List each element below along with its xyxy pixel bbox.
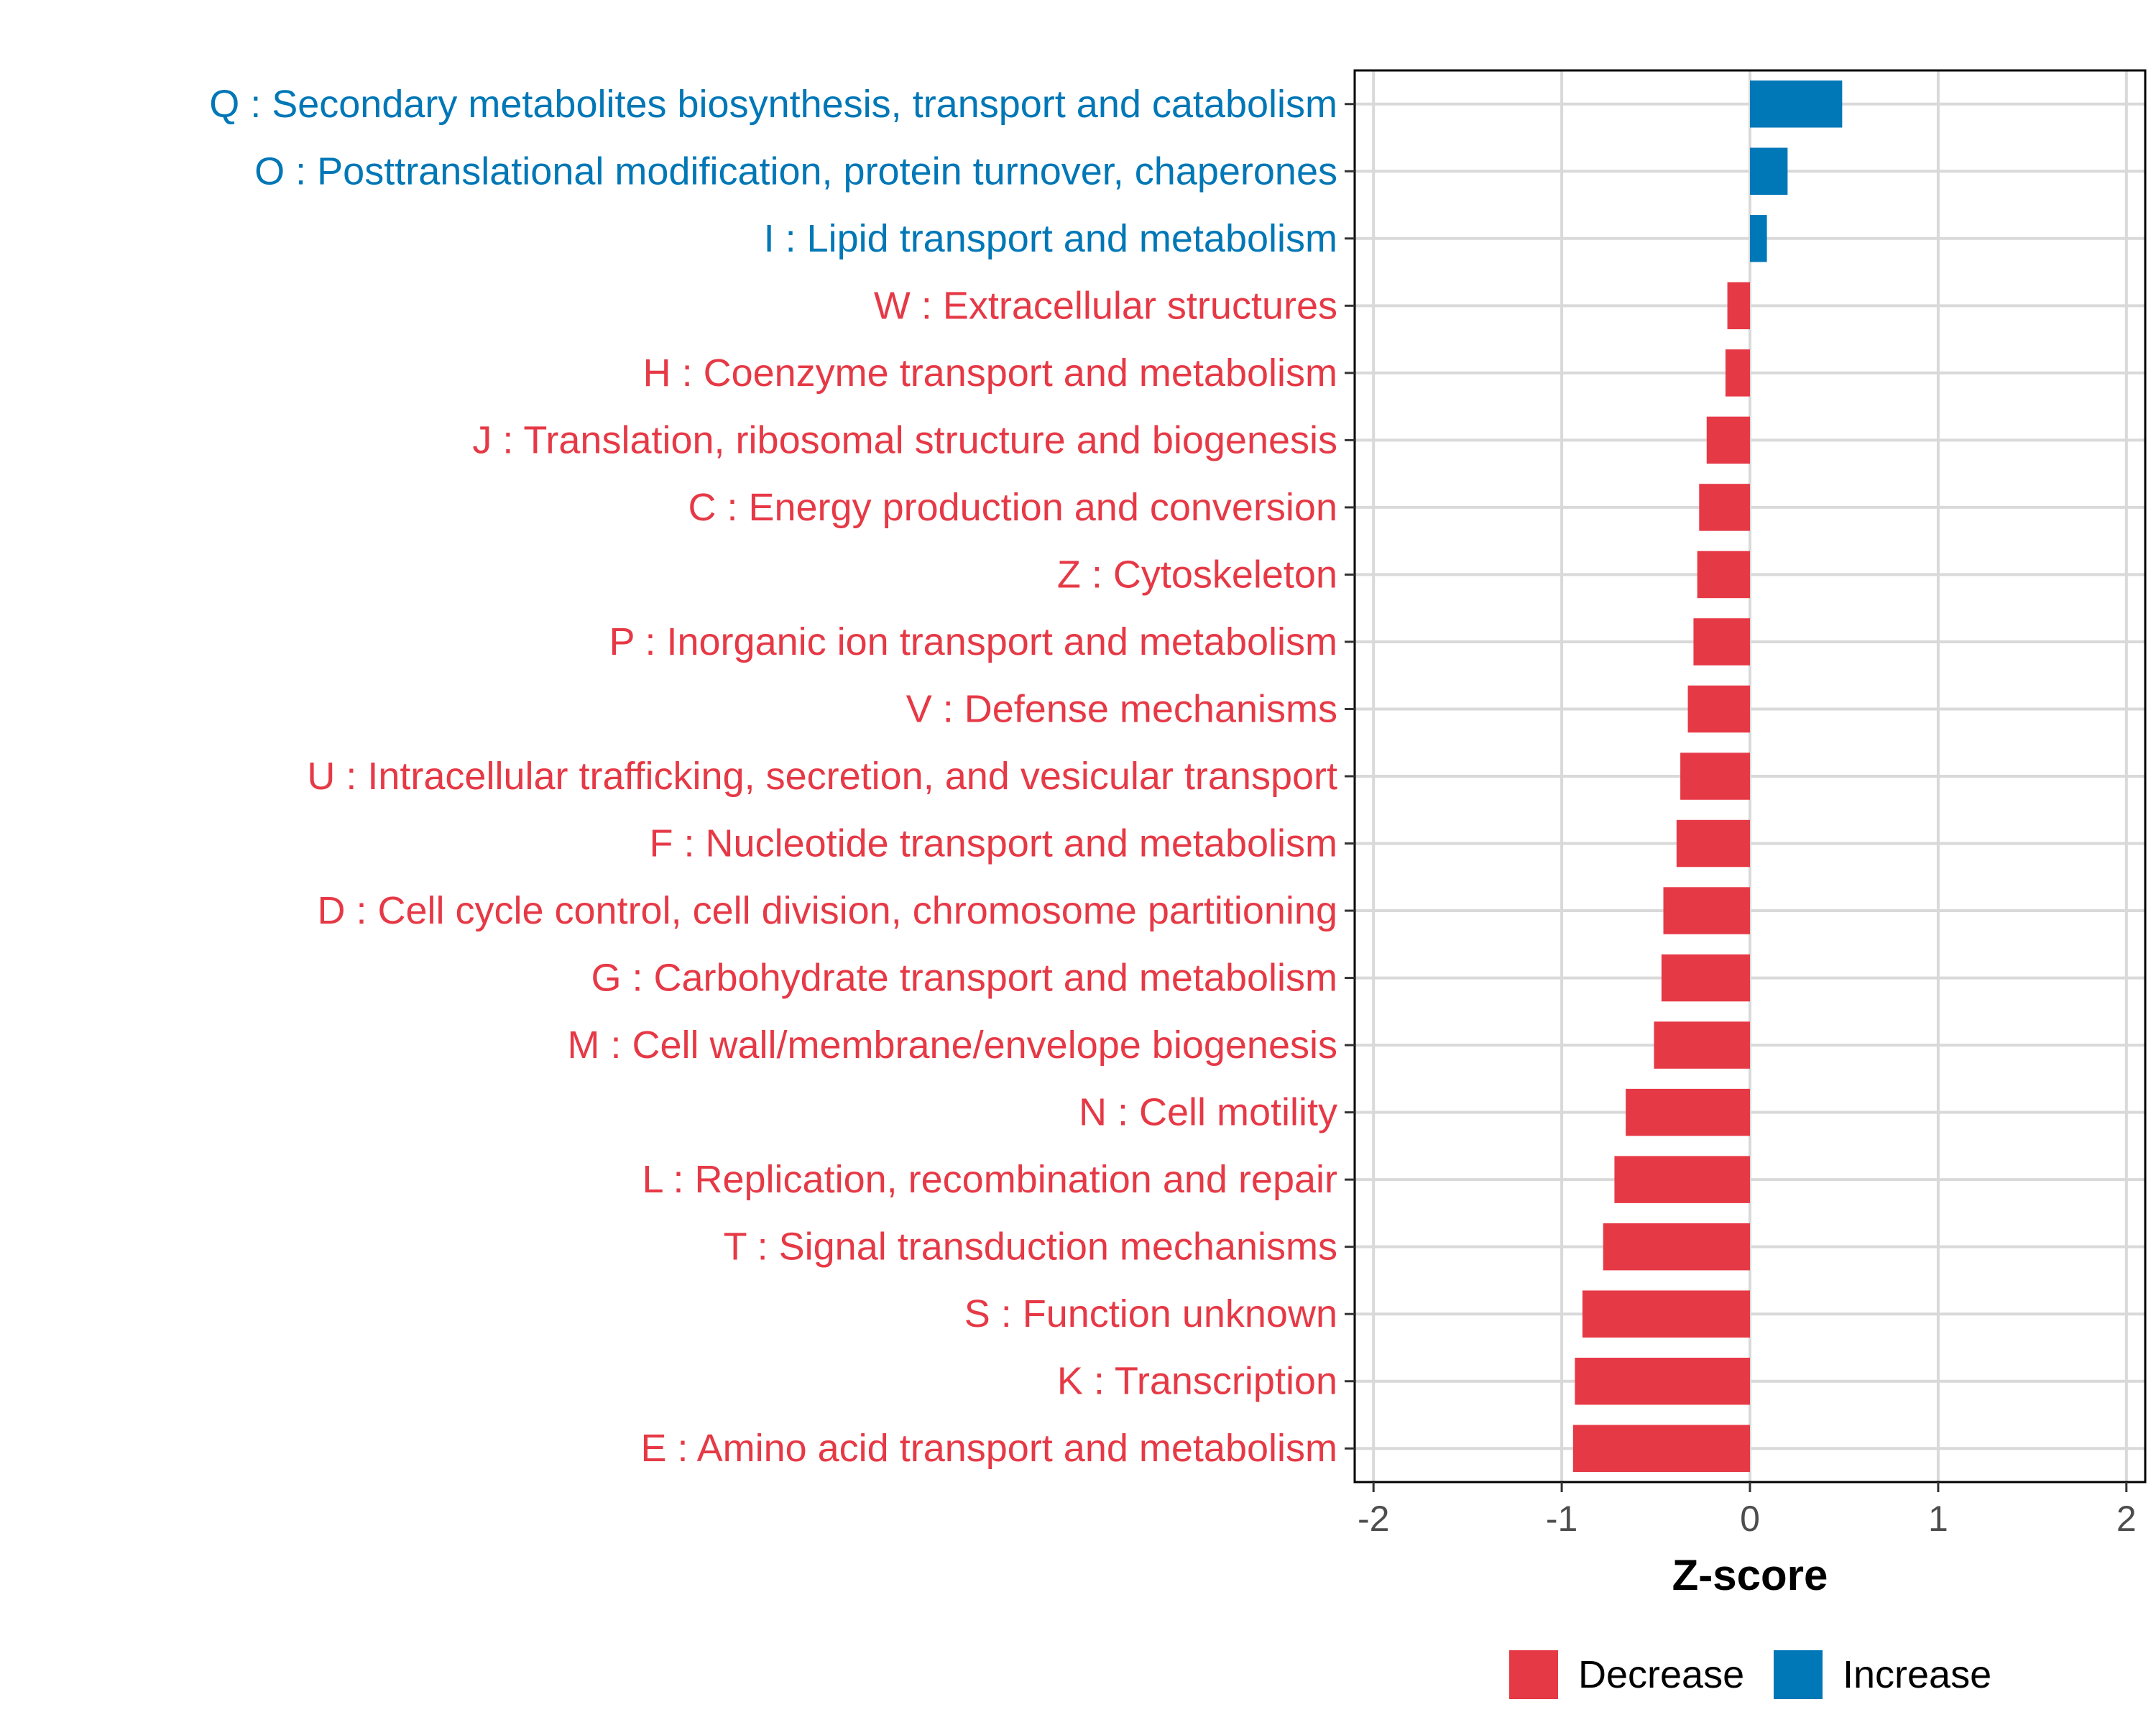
bar — [1706, 416, 1750, 464]
bar — [1699, 484, 1750, 531]
y-tick-label: L : Replication, recombination and repai… — [642, 1158, 1337, 1201]
y-tick-label: I : Lipid transport and metabolism — [764, 217, 1337, 260]
bar — [1750, 147, 1788, 196]
bar — [1661, 954, 1750, 1002]
y-tick-label: O : Posttranslational modification, prot… — [254, 150, 1337, 193]
bar — [1697, 551, 1750, 599]
legend: Decrease Increase — [1509, 1650, 1991, 1699]
x-tick-label: -2 — [1358, 1499, 1389, 1539]
bar — [1614, 1156, 1750, 1203]
bar — [1680, 753, 1750, 800]
y-tick-label: M : Cell wall/membrane/envelope biogenes… — [567, 1024, 1337, 1067]
bar — [1676, 819, 1750, 868]
bar — [1626, 1088, 1750, 1136]
bar — [1750, 215, 1767, 262]
legend-swatch — [1509, 1650, 1558, 1699]
x-tick-label: 2 — [2116, 1499, 2137, 1539]
legend-swatch — [1774, 1650, 1823, 1699]
y-tick-label: H : Coenzyme transport and metabolism — [643, 351, 1337, 395]
y-tick-label: K : Transcription — [1057, 1360, 1337, 1403]
legend-label: Decrease — [1578, 1653, 1744, 1696]
y-tick-label: V : Defense mechanisms — [906, 687, 1337, 730]
bar — [1582, 1290, 1750, 1338]
y-tick-label: U : Intracellular trafficking, secretion… — [307, 755, 1337, 798]
y-tick-label: N : Cell motility — [1079, 1091, 1337, 1134]
bar — [1725, 349, 1750, 397]
y-tick-label: G : Carbohydrate transport and metabolis… — [591, 957, 1338, 1000]
x-tick-label: 0 — [1740, 1499, 1760, 1539]
y-tick-label: J : Translation, ribosomal structure and… — [472, 418, 1337, 461]
x-tick-label: 1 — [1928, 1499, 1948, 1539]
x-tick-label: -1 — [1546, 1499, 1577, 1539]
y-tick-label: E : Amino acid transport and metabolism — [641, 1427, 1337, 1470]
y-tick-label: P : Inorganic ion transport and metaboli… — [609, 620, 1337, 663]
y-tick-label: F : Nucleotide transport and metabolism — [650, 822, 1337, 865]
y-tick-label: W : Extracellular structures — [874, 284, 1337, 327]
x-axis-title: Z-score — [1672, 1551, 1828, 1599]
bar — [1572, 1425, 1750, 1472]
y-tick-label: C : Energy production and conversion — [688, 486, 1337, 529]
bar — [1603, 1223, 1750, 1271]
legend-label: Increase — [1843, 1653, 1991, 1696]
bar — [1663, 887, 1750, 934]
bar — [1687, 685, 1750, 733]
y-tick-label: D : Cell cycle control, cell division, c… — [317, 889, 1337, 932]
bar — [1750, 80, 1843, 128]
bars — [1572, 80, 1843, 1472]
y-tick-label: Q : Secondary metabolites biosynthesis, … — [209, 83, 1337, 126]
y-tick-label: S : Function unknown — [964, 1292, 1337, 1335]
bar — [1654, 1021, 1750, 1069]
y-tick-label: Z : Cytoskeleton — [1057, 553, 1337, 596]
bar — [1727, 282, 1750, 330]
bar — [1693, 618, 1750, 666]
x-axis: -2 -1 0 1 2 — [1358, 1482, 2137, 1539]
y-tick-label: T : Signal transduction mechanisms — [724, 1225, 1337, 1269]
bar — [1575, 1357, 1750, 1405]
y-axis: Q : Secondary metabolites biosynthesis, … — [209, 83, 1355, 1470]
